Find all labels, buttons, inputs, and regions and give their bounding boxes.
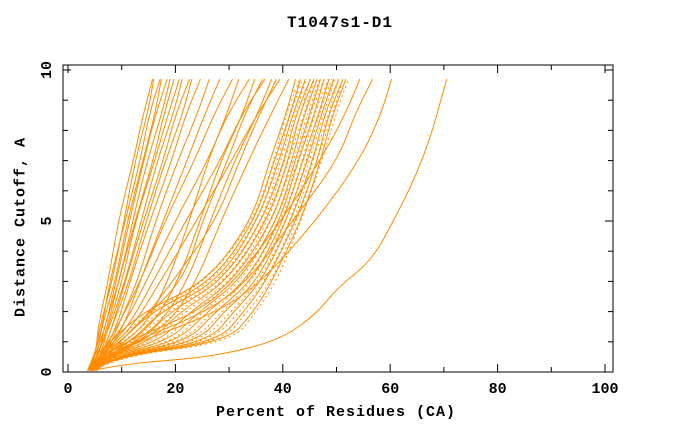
x-tick-label: 20 (166, 381, 184, 398)
x-tick-label: 0 (63, 381, 72, 398)
model-curve (88, 78, 301, 371)
model-curve (91, 78, 344, 371)
model-curve (96, 78, 330, 371)
x-tick-label: 40 (274, 381, 292, 398)
model-curve (91, 78, 281, 371)
model-curve (89, 78, 321, 371)
model-curve (91, 78, 201, 371)
model-curve (90, 78, 233, 371)
y-tick-label: 10 (39, 61, 56, 79)
model-curve (91, 78, 448, 371)
y-axis-label: Distance Cutoff, A (12, 136, 30, 318)
tick-labels: 0 20 40 60 80 100 0 5 10 (39, 61, 619, 398)
x-tick-label: 60 (381, 381, 399, 398)
model-curve (87, 78, 161, 371)
model-curve (90, 78, 335, 371)
model-curve (90, 78, 347, 371)
axis-frame (62, 64, 614, 373)
model-curve (95, 78, 393, 371)
model-curve (94, 78, 306, 371)
model-curve (91, 78, 304, 371)
y-tick-label: 0 (39, 367, 56, 376)
model-curve (89, 78, 296, 371)
model-curve (93, 78, 374, 371)
model-curve (93, 78, 349, 371)
model-curve (90, 78, 315, 371)
model-curve (91, 78, 193, 371)
model-curve (92, 78, 329, 371)
model-curve (93, 78, 277, 371)
model-curve (88, 78, 154, 371)
model-curve (89, 79, 155, 371)
x-tick-label: 80 (489, 381, 507, 398)
model-curve (93, 78, 325, 371)
model-curve (89, 78, 175, 371)
model-curve (94, 78, 315, 371)
model-curve (88, 78, 307, 371)
model-curve (95, 78, 290, 371)
model-curve (91, 78, 180, 371)
model-curve (89, 78, 335, 371)
model-curve (92, 78, 171, 371)
model-curve (91, 78, 311, 371)
model-curve (91, 79, 162, 371)
model-curve (90, 78, 266, 371)
model-curve (93, 78, 361, 371)
model-curve (88, 78, 311, 371)
y-tick-label: 5 (39, 216, 56, 225)
model-curve (89, 78, 183, 371)
model-curve (92, 78, 301, 371)
model-curves (87, 78, 448, 371)
x-axis-label: Percent of Residues (CA) (215, 404, 457, 421)
model-curve (90, 78, 325, 371)
x-tick-label: 100 (591, 381, 618, 398)
model-curve (92, 78, 264, 371)
model-curve (87, 78, 168, 371)
model-curve (89, 78, 321, 371)
model-curve (96, 78, 273, 371)
model-curve (94, 78, 339, 371)
model-curve (93, 78, 318, 371)
chart-title: T1047s1-D1 (286, 14, 393, 32)
model-curve (91, 78, 340, 371)
